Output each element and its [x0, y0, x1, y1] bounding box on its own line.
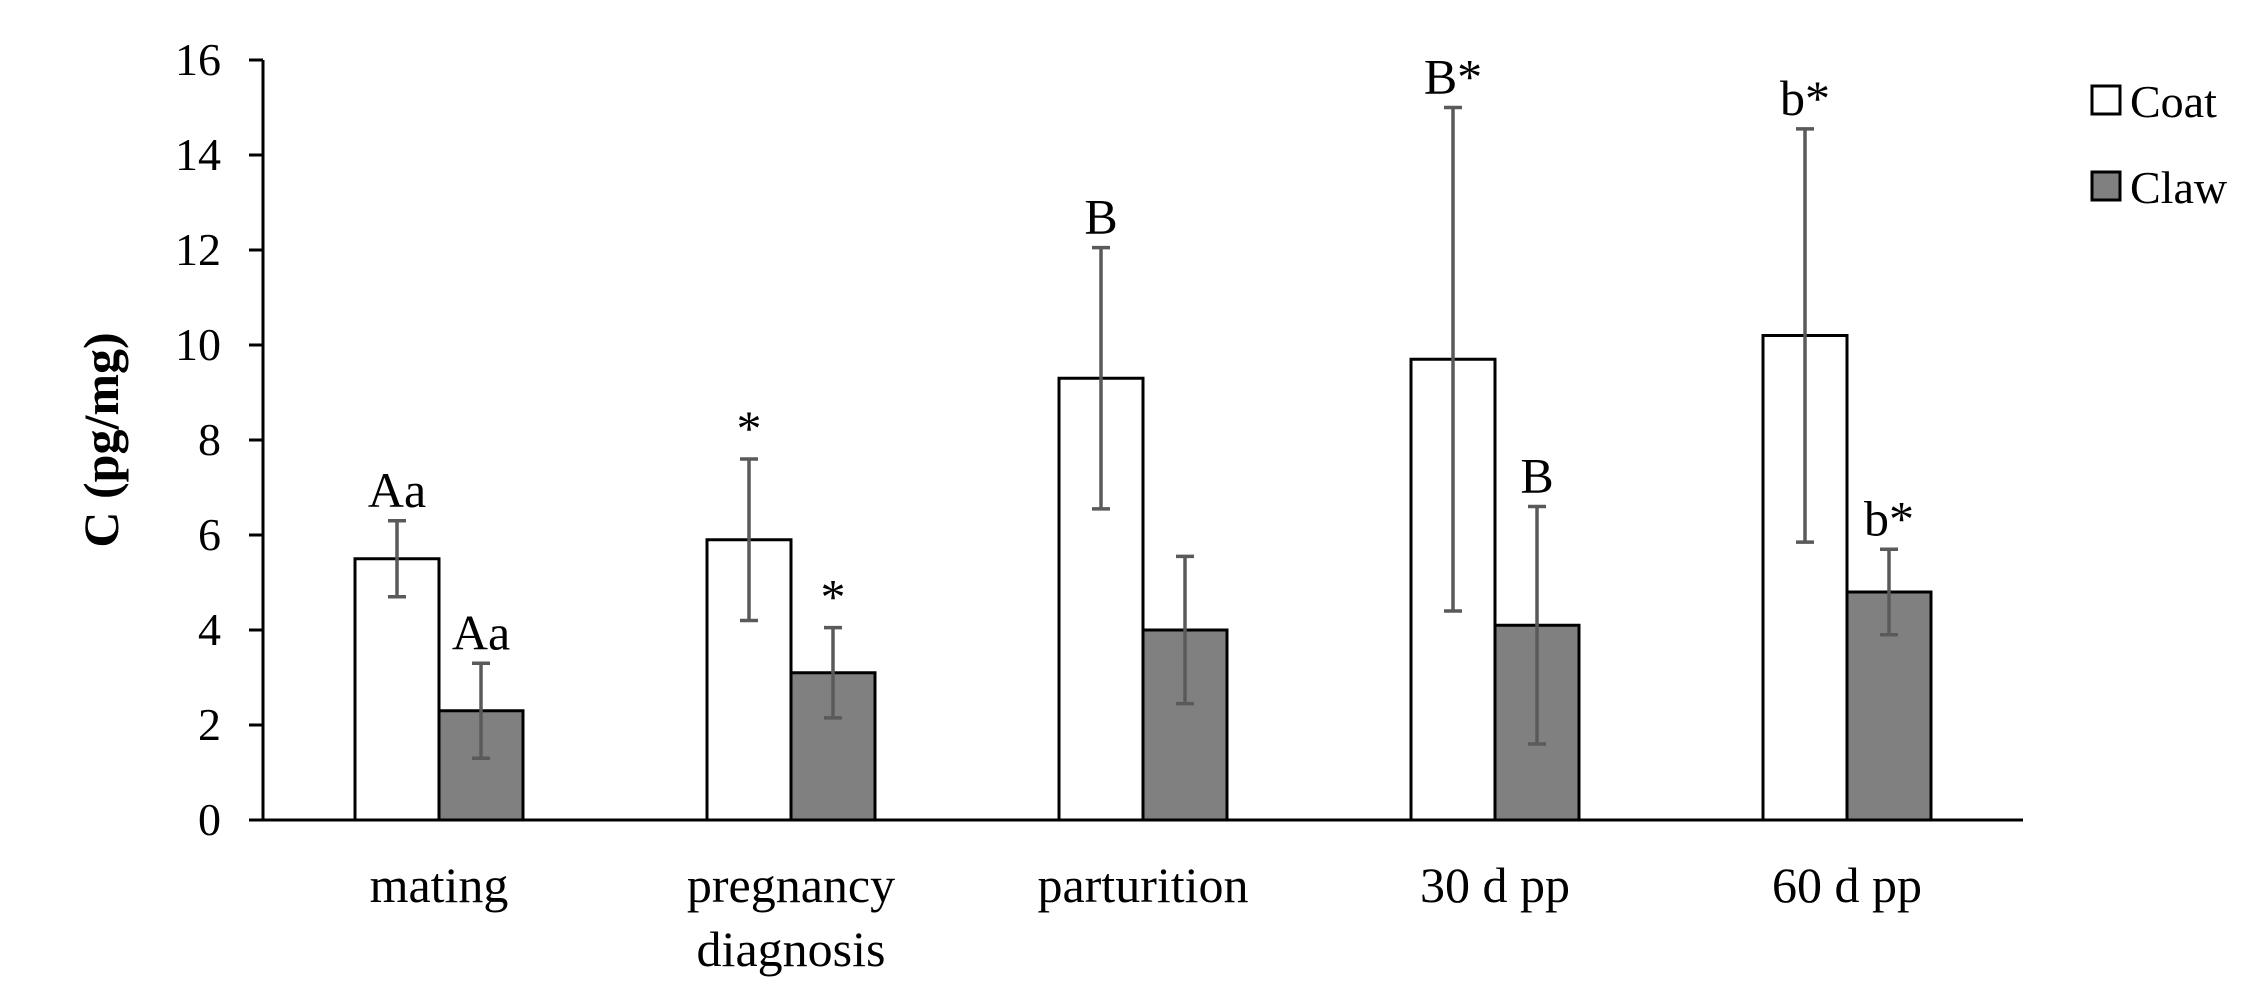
legend-label: Claw [2130, 162, 2228, 213]
y-tick-label: 10 [175, 319, 221, 370]
labels-layer: C (pg/mg) mating pregnancy diagnosis parturi… [73, 332, 1922, 977]
bars-layer [353, 334, 1933, 822]
x-category-label: mating [370, 857, 509, 913]
significance-label: b* [1864, 490, 1914, 546]
error-bar-claw [472, 661, 490, 760]
legend-label: Coat [2130, 76, 2217, 127]
x-category-label: 30 d pp [1420, 857, 1570, 913]
significance-label: Aa [452, 604, 510, 660]
x-category-label-line: 30 d pp [1420, 857, 1570, 913]
significance-label: b* [1780, 70, 1830, 126]
y-axis-title: C (pg/mg) [73, 332, 129, 547]
y-tick-label: 4 [198, 604, 221, 655]
x-category-label: parturition [1037, 857, 1248, 913]
x-category-label-line: 60 d pp [1772, 857, 1922, 913]
error-bar-coat [1444, 105, 1462, 613]
x-category-label: pregnancy diagnosis [687, 857, 895, 977]
significance-label: B [1084, 189, 1117, 245]
legend-item-claw: Claw [2090, 162, 2228, 213]
y-tick-label: 14 [175, 129, 221, 180]
legend: Coat Claw [2090, 76, 2228, 213]
x-category-label-line: diagnosis [697, 921, 886, 977]
legend-swatch [2090, 84, 2122, 116]
y-tick-label: 12 [175, 224, 221, 275]
error-bars-layer [388, 105, 1898, 760]
significance-label: Aa [368, 462, 426, 518]
x-category-label-line: mating [370, 857, 509, 913]
x-category-label: 60 d pp [1772, 857, 1922, 913]
significance-label: B [1520, 448, 1553, 504]
x-category-label-line: parturition [1037, 857, 1248, 913]
annotations-layer: Aa Aa * * B B* Bb* b* [368, 49, 1914, 661]
y-tick-label: 6 [198, 509, 221, 560]
significance-label: * [821, 569, 846, 625]
error-bar-coat [740, 457, 758, 623]
error-bar-claw [1880, 547, 1898, 637]
legend-item-coat: Coat [2090, 76, 2217, 127]
error-bar-coat [1092, 245, 1110, 511]
y-tick-label: 8 [198, 414, 221, 465]
x-category-label-line: pregnancy [687, 857, 895, 913]
axes: 0 2 4 6 8 10 12 14 16 [175, 34, 2023, 845]
legend-swatch [2090, 170, 2122, 202]
error-bar-coat [388, 519, 406, 599]
bar-coat [353, 557, 441, 822]
y-tick-label: 16 [175, 34, 221, 85]
significance-label: B* [1424, 49, 1482, 105]
error-bar-claw [1528, 504, 1546, 746]
y-tick-label: 2 [198, 699, 221, 750]
error-bar-claw [1176, 554, 1194, 706]
y-tick-label: 0 [198, 794, 221, 845]
error-bar-claw [824, 625, 842, 720]
error-bar-coat [1796, 127, 1814, 544]
significance-label: * [737, 400, 762, 456]
